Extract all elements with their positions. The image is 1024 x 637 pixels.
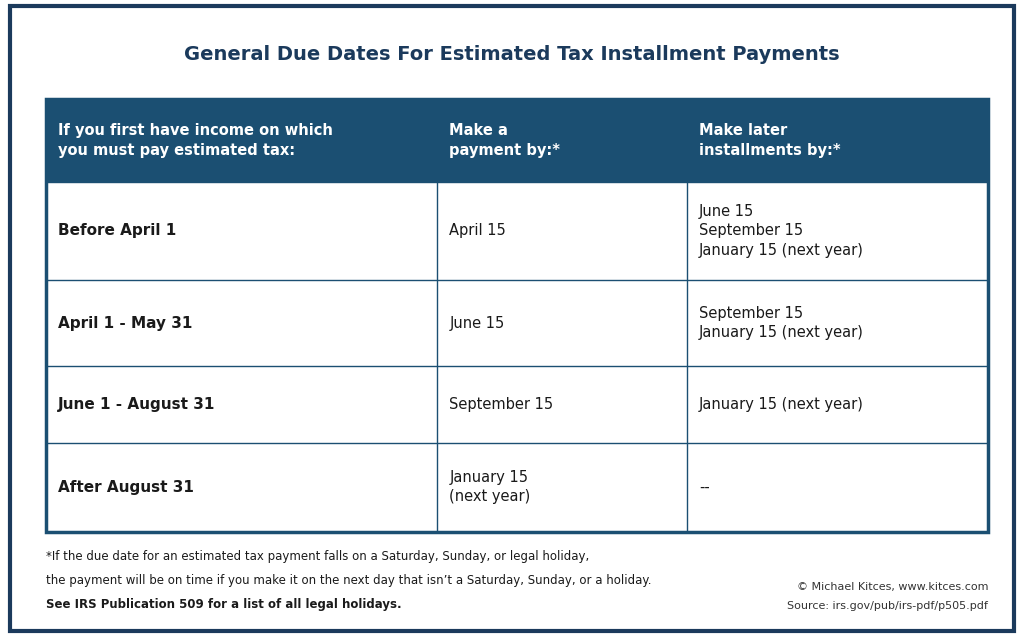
- Bar: [46, 366, 988, 443]
- Bar: [46, 280, 988, 366]
- Text: Before April 1: Before April 1: [58, 224, 176, 238]
- Text: April 1 - May 31: April 1 - May 31: [58, 316, 193, 331]
- FancyBboxPatch shape: [10, 6, 1014, 631]
- Text: January 15
(next year): January 15 (next year): [450, 470, 530, 505]
- Text: April 15: April 15: [450, 224, 506, 238]
- Text: June 15
September 15
January 15 (next year): June 15 September 15 January 15 (next ye…: [699, 204, 864, 257]
- Text: After August 31: After August 31: [58, 480, 195, 495]
- Text: June 15: June 15: [450, 316, 505, 331]
- Text: Make a
payment by:*: Make a payment by:*: [450, 123, 560, 157]
- Text: *If the due date for an estimated tax payment falls on a Saturday, Sunday, or le: *If the due date for an estimated tax pa…: [46, 550, 590, 562]
- Text: January 15 (next year): January 15 (next year): [699, 397, 864, 412]
- Text: See IRS Publication 509 for a list of all legal holidays.: See IRS Publication 509 for a list of al…: [46, 598, 401, 611]
- Text: © Michael Kitces, www.kitces.com: © Michael Kitces, www.kitces.com: [797, 582, 988, 592]
- Bar: [46, 99, 988, 182]
- Bar: [46, 443, 988, 532]
- Bar: [46, 182, 988, 280]
- Text: June 1 - August 31: June 1 - August 31: [58, 397, 216, 412]
- Text: Source: irs.gov/pub/irs-pdf/p505.pdf: Source: irs.gov/pub/irs-pdf/p505.pdf: [787, 601, 988, 612]
- Text: Make later
installments by:*: Make later installments by:*: [699, 123, 841, 157]
- Bar: [46, 99, 988, 532]
- Text: If you first have income on which
you must pay estimated tax:: If you first have income on which you mu…: [58, 123, 333, 157]
- Text: --: --: [699, 480, 710, 495]
- Text: September 15
January 15 (next year): September 15 January 15 (next year): [699, 306, 864, 340]
- Text: September 15: September 15: [450, 397, 553, 412]
- Text: the payment will be on time if you make it on the next day that isn’t a Saturday: the payment will be on time if you make …: [46, 574, 651, 587]
- Text: General Due Dates For Estimated Tax Installment Payments: General Due Dates For Estimated Tax Inst…: [184, 45, 840, 64]
